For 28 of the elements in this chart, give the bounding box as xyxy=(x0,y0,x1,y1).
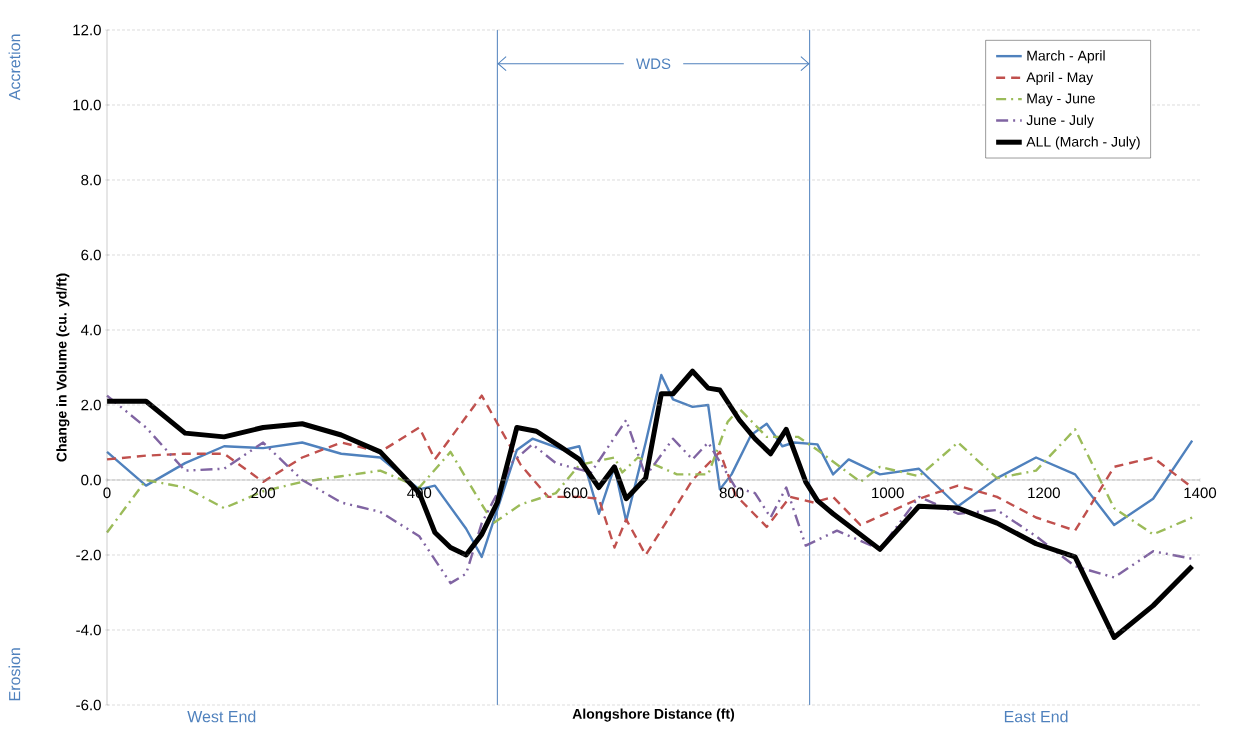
y-tick-label: -6.0 xyxy=(76,699,101,711)
legend-label: ALL (March - July) xyxy=(1026,136,1140,150)
text: West End xyxy=(187,710,256,723)
y-tick-label: 0.0 xyxy=(81,474,101,486)
legend-label: June - July xyxy=(1026,114,1094,128)
y-axis-title: Change in Volume (cu. yd/ft) xyxy=(56,273,70,462)
x-tick-label: 1400 xyxy=(1184,487,1217,499)
y-tick-label: 8.0 xyxy=(81,174,101,186)
y-tick-label: 6.0 xyxy=(81,249,101,261)
x-tick-label: 600 xyxy=(563,487,588,499)
text: Erosion xyxy=(8,648,21,701)
x-tick-label: 200 xyxy=(251,487,276,499)
legend-label: April - May xyxy=(1026,71,1094,86)
legend-label: May - June xyxy=(1027,93,1095,107)
x-axis-title: Alongshore Distance (ft) xyxy=(572,708,735,722)
text: East End xyxy=(1004,710,1068,723)
annotation: WDS xyxy=(636,58,671,70)
y-tick-label: 12.0 xyxy=(73,24,101,36)
legend-label: March - April xyxy=(1027,50,1105,64)
y-tick-label: 2.0 xyxy=(81,399,101,411)
y-tick-label: -2.0 xyxy=(76,549,101,561)
x-tick-label: 1000 xyxy=(872,487,904,499)
text: Accretion xyxy=(8,34,21,101)
y-tick-label: 4.0 xyxy=(80,324,101,336)
x-tick-label: 0 xyxy=(103,487,111,499)
x-tick-label: 1200 xyxy=(1028,487,1060,499)
y-tick-label: 10.0 xyxy=(73,99,101,111)
y-tick-label: -4.0 xyxy=(76,624,101,636)
